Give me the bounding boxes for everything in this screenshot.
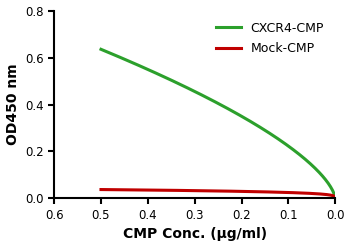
- Mock-CMP: [99, 188, 103, 191]
- CXCR4-CMP: [211, 100, 216, 103]
- CXCR4-CMP: [328, 184, 332, 187]
- CXCR4-CMP: [333, 197, 337, 200]
- CXCR4-CMP: [226, 107, 230, 110]
- CXCR4-CMP: [291, 148, 295, 151]
- CXCR4-CMP: [238, 114, 243, 117]
- Mock-CMP: [210, 189, 214, 192]
- Mock-CMP: [291, 191, 295, 194]
- Mock-CMP: [226, 190, 230, 193]
- Mock-CMP: [211, 189, 216, 192]
- Mock-CMP: [333, 197, 337, 200]
- Line: Mock-CMP: Mock-CMP: [101, 189, 335, 199]
- Mock-CMP: [328, 193, 332, 196]
- Y-axis label: OD450 nm: OD450 nm: [6, 64, 20, 145]
- X-axis label: CMP Conc. (μg/ml): CMP Conc. (μg/ml): [122, 227, 267, 242]
- Legend: CXCR4-CMP, Mock-CMP: CXCR4-CMP, Mock-CMP: [211, 17, 329, 60]
- CXCR4-CMP: [99, 48, 103, 51]
- Mock-CMP: [238, 190, 243, 193]
- Line: CXCR4-CMP: CXCR4-CMP: [101, 49, 335, 199]
- CXCR4-CMP: [210, 99, 214, 102]
